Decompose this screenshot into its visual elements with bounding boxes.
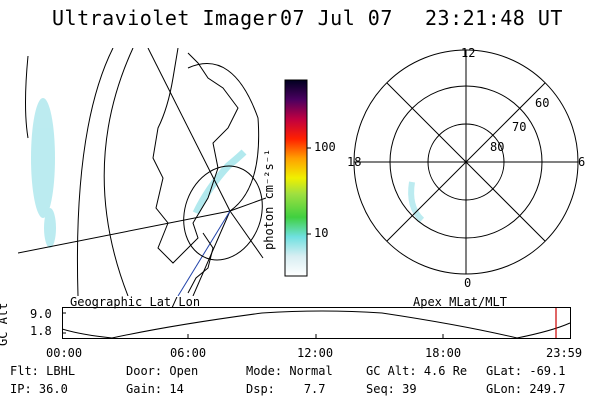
colorbar-unit-label: photon cm⁻²s⁻¹ (262, 148, 276, 250)
mlt-label-0: 0 (464, 276, 472, 290)
status-gain: Gain: 14 (126, 382, 184, 396)
date-label: 07 Jul 07 (280, 6, 393, 30)
aurora-arc (192, 149, 247, 215)
polar-aurora-arc (408, 181, 425, 223)
colorbar-tick-10: 10 (314, 226, 329, 240)
geographic-label: Geographic Lat/Lon (70, 295, 201, 309)
time-tick-0600: 06:00 (170, 346, 207, 360)
status-glon: GLon: 249.7 (486, 382, 566, 396)
instrument-title: Ultraviolet Imager (52, 6, 278, 30)
time-tick-1800: 18:00 (425, 346, 462, 360)
mlat-label-80: 80 (490, 140, 505, 154)
time-tick-0000: 00:00 (46, 346, 83, 360)
timeline-ymin: 1.8 (30, 324, 52, 338)
timeline-ymax: 9.0 (30, 307, 52, 321)
polar-plot (353, 49, 579, 275)
status-seq: Seq: 39 (366, 382, 417, 396)
aurora-emission-left (31, 98, 56, 248)
status-mode: Mode: Normal (246, 364, 333, 378)
time-tick-2359: 23:59 (546, 346, 583, 360)
status-filter: Flt: LBHL (10, 364, 76, 378)
status-dsp: Dsp: 7.7 (246, 382, 326, 396)
timeline-ylabel: GC Alt (0, 302, 10, 346)
status-door: Door: Open (126, 364, 199, 378)
mlat-label-60: 60 (535, 96, 550, 110)
status-glat: GLat: -69.1 (486, 364, 566, 378)
time-label: 23:21:48 UT (425, 6, 563, 30)
mlt-label-6: 6 (578, 155, 586, 169)
status-gc-alt: GC Alt: 4.6 Re (366, 364, 468, 378)
mlt-label-18: 18 (347, 155, 362, 169)
geographic-map (18, 48, 266, 296)
altitude-curve (62, 310, 571, 339)
color-scale-bar (284, 79, 311, 277)
status-ip: IP: 36.0 (10, 382, 68, 396)
colorbar-tick-100: 100 (314, 140, 336, 154)
mlat-label-70: 70 (512, 120, 527, 134)
time-tick-1200: 12:00 (297, 346, 334, 360)
mlt-label-12: 12 (461, 46, 476, 60)
altitude-timeline (62, 307, 571, 339)
polar-label: Apex MLat/MLT (413, 295, 507, 309)
